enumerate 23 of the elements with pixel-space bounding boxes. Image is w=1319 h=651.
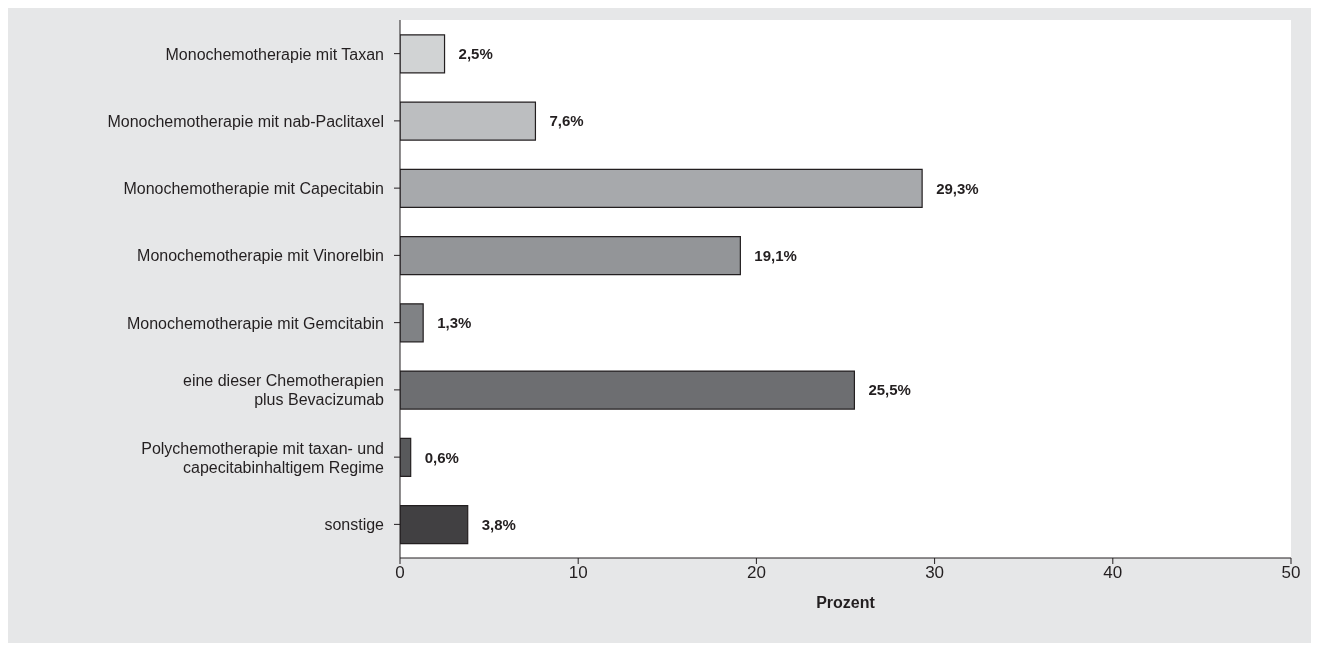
data-label: 7,6% [549,112,584,130]
x-tick-label: 10 [568,563,588,583]
x-tick-label: 50 [1281,563,1301,583]
x-tick-label: 40 [1103,563,1123,583]
y-tick-label: Monochemotherapie mit Taxan [165,45,384,63]
data-label: 1,3% [437,314,472,332]
x-tick-label: 0 [395,563,405,583]
y-tick-label: Monochemotherapie mit Capecitabin [123,179,384,197]
x-axis-title: Prozent [816,594,876,611]
data-label: 19,1% [754,246,797,264]
data-label: 2,5% [458,45,493,63]
x-tick-label: 30 [925,563,945,583]
y-tick-label: Monochemotherapie mit nab-Paclitaxel [107,112,384,130]
data-label: 25,5% [868,381,911,399]
data-label: 3,8% [481,515,516,533]
y-tick-label: eine dieser Chemotherapien plus Bevacizumab [182,371,385,408]
data-label: 29,3% [936,179,979,197]
y-tick-label: Polychemotherapie mit taxan- und capecitabinhaltigem Regime [141,439,385,476]
data-label: 0,6% [424,448,459,466]
x-tick-label: 20 [746,563,766,583]
y-tick-label: Monochemotherapie mit Vinorelbin [137,246,384,264]
y-tick-label: Monochemotherapie mit Gemcitabin [126,314,384,332]
y-tick-label: sonstige [324,515,385,533]
